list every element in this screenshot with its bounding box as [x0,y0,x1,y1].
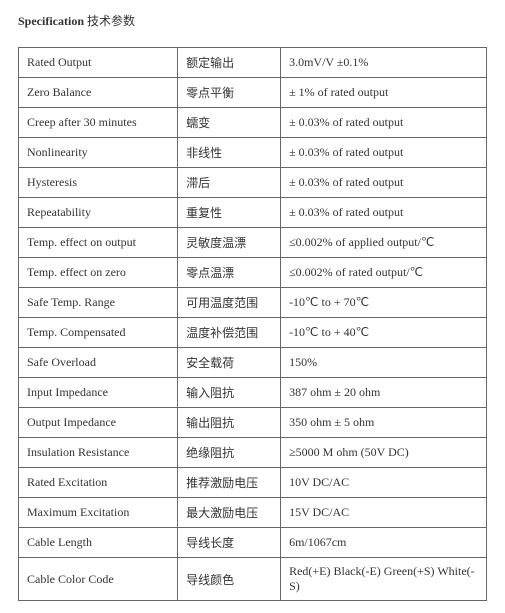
cell-cn: 零点温漂 [178,258,281,288]
cell-cn: 重复性 [178,198,281,228]
table-row: Zero Balance零点平衡± 1% of rated output [19,78,487,108]
cell-en: Rated Output [19,48,178,78]
table-row: Creep after 30 minutes蠕变± 0.03% of rated… [19,108,487,138]
table-row: Maximum Excitation最大激励电压15V DC/AC [19,498,487,528]
cell-cn: 蠕变 [178,108,281,138]
cell-cn: 导线长度 [178,528,281,558]
cell-en: Rated Excitation [19,468,178,498]
cell-value: ± 0.03% of rated output [281,168,487,198]
cell-cn: 输入阻抗 [178,378,281,408]
table-row: Safe Temp. Range可用温度范围-10℃ to + 70℃ [19,288,487,318]
table-row: Output Impedance输出阻抗350 ohm ± 5 ohm [19,408,487,438]
table-row: Cable Length导线长度6m/1067cm [19,528,487,558]
cell-en: Temp. Compensated [19,318,178,348]
cell-cn: 导线颜色 [178,558,281,601]
table-row: Temp. effect on output灵敏度温漂≤0.002% of ap… [19,228,487,258]
cell-en: Repeatability [19,198,178,228]
cell-value: ≤0.002% of rated output/℃ [281,258,487,288]
table-row: Input Impedance输入阻抗387 ohm ± 20 ohm [19,378,487,408]
cell-en: Safe Temp. Range [19,288,178,318]
page-title: Specification 技术参数 [18,12,487,29]
table-row: Insulation Resistance绝缘阻抗≥5000 M ohm (50… [19,438,487,468]
cell-value: 6m/1067cm [281,528,487,558]
cell-en: Temp. effect on output [19,228,178,258]
cell-cn: 滞后 [178,168,281,198]
table-row: Rated Output额定输出3.0mV/V ±0.1% [19,48,487,78]
cell-value: 150% [281,348,487,378]
cell-en: Temp. effect on zero [19,258,178,288]
spec-table: Rated Output额定输出3.0mV/V ±0.1%Zero Balanc… [18,47,487,601]
cell-value: 350 ohm ± 5 ohm [281,408,487,438]
table-row: Rated Excitation推荐激励电压10V DC/AC [19,468,487,498]
cell-en: Insulation Resistance [19,438,178,468]
table-row: Safe Overload安全载荷150% [19,348,487,378]
cell-value: ± 0.03% of rated output [281,138,487,168]
table-row: Temp. Compensated温度补偿范围-10℃ to + 40℃ [19,318,487,348]
title-bold: Specification [18,14,84,28]
cell-en: Hysteresis [19,168,178,198]
cell-cn: 安全载荷 [178,348,281,378]
cell-value: Red(+E) Black(-E) Green(+S) White(-S) [281,558,487,601]
cell-value: 10V DC/AC [281,468,487,498]
cell-cn: 零点平衡 [178,78,281,108]
cell-value: 15V DC/AC [281,498,487,528]
cell-cn: 推荐激励电压 [178,468,281,498]
cell-value: 3.0mV/V ±0.1% [281,48,487,78]
table-row: Repeatability重复性± 0.03% of rated output [19,198,487,228]
cell-en: Creep after 30 minutes [19,108,178,138]
cell-cn: 温度补偿范围 [178,318,281,348]
cell-en: Safe Overload [19,348,178,378]
cell-cn: 额定输出 [178,48,281,78]
cell-value: ≥5000 M ohm (50V DC) [281,438,487,468]
cell-value: ≤0.002% of applied output/℃ [281,228,487,258]
cell-cn: 绝缘阻抗 [178,438,281,468]
cell-cn: 非线性 [178,138,281,168]
title-rest: 技术参数 [84,14,135,28]
table-row: Nonlinearity非线性± 0.03% of rated output [19,138,487,168]
cell-value: ± 0.03% of rated output [281,108,487,138]
cell-en: Maximum Excitation [19,498,178,528]
cell-cn: 最大激励电压 [178,498,281,528]
cell-value: ± 0.03% of rated output [281,198,487,228]
cell-cn: 可用温度范围 [178,288,281,318]
table-row: Temp. effect on zero零点温漂≤0.002% of rated… [19,258,487,288]
table-row: Hysteresis滞后± 0.03% of rated output [19,168,487,198]
cell-en: Nonlinearity [19,138,178,168]
cell-en: Input Impedance [19,378,178,408]
cell-cn: 输出阻抗 [178,408,281,438]
cell-value: -10℃ to + 40℃ [281,318,487,348]
table-row: Cable Color Code导线颜色Red(+E) Black(-E) Gr… [19,558,487,601]
cell-en: Cable Length [19,528,178,558]
cell-en: Output Impedance [19,408,178,438]
cell-value: -10℃ to + 70℃ [281,288,487,318]
cell-value: 387 ohm ± 20 ohm [281,378,487,408]
cell-en: Cable Color Code [19,558,178,601]
cell-value: ± 1% of rated output [281,78,487,108]
cell-cn: 灵敏度温漂 [178,228,281,258]
cell-en: Zero Balance [19,78,178,108]
